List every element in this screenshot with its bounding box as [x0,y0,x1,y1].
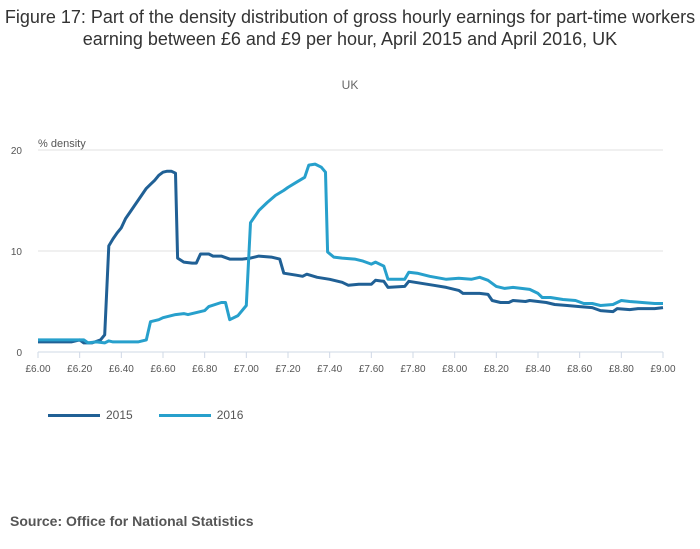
x-tick-label: £8.80 [609,364,634,375]
y-tick-label: 20 [11,146,23,157]
series-line-2016 [38,162,663,345]
x-tick-label: £8.00 [442,364,467,375]
x-tick-label: £7.20 [275,364,300,375]
x-tick-label: £8.20 [484,364,509,375]
x-tick-label: £9.00 [650,364,675,375]
x-tick-label: £6.20 [67,364,92,375]
series-line-2015 [38,169,664,345]
x-tick-label: £7.00 [234,364,259,375]
y-tick-label: 10 [11,247,23,258]
x-tick-label: £6.60 [150,364,175,375]
x-tick-label: £6.00 [25,364,50,375]
source-note: Source: Office for National Statistics [10,513,254,529]
legend-item-2016[interactable]: 2016 [158,408,244,422]
legend-label-2015: 2015 [106,408,133,422]
legend-swatch-2016 [158,413,211,417]
y-tick-label: 0 [16,348,22,359]
x-tick-label: £7.60 [359,364,384,375]
x-tick-label: £8.40 [525,364,550,375]
legend-swatch-2015 [48,413,100,417]
x-tick-label: £7.40 [317,364,342,375]
legend-label-2016: 2016 [216,408,244,422]
line-chart: % density £6.00 £6.20 £6.40 £6.60 £6.80 £7.00… [11,138,676,375]
x-tick-label: £6.80 [192,364,217,375]
x-tick-label: £6.40 [109,364,134,375]
x-tick-label: £8.60 [567,364,592,375]
chart-title: Figure 17: Part of the density distribut… [4,7,696,49]
chart-subtitle: UK [341,78,359,92]
legend: 2015 2016 [48,408,243,422]
y-axis-label: % density [38,138,86,150]
legend-item-2015[interactable]: 2015 [48,408,133,422]
x-tick-label: £7.80 [400,364,425,375]
